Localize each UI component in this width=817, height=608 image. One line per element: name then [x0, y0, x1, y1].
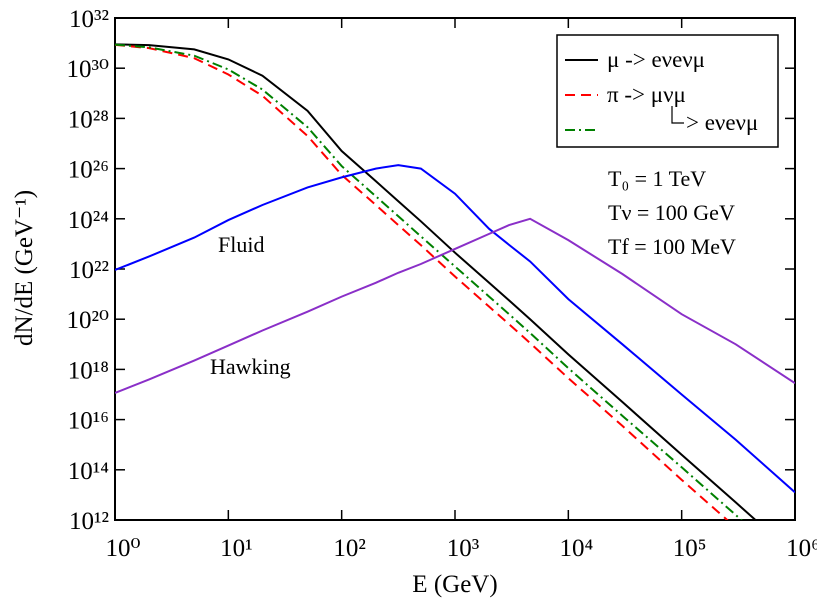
x-tick-label: 10²	[333, 535, 366, 562]
annotation: T₀ = 1 TeV	[608, 166, 706, 191]
x-tick-label: 10⁶	[786, 535, 817, 562]
y-tick-label: 10¹²	[69, 508, 109, 535]
legend-box	[556, 34, 779, 148]
legend-label: π -> μνμ	[607, 82, 686, 107]
series-line	[115, 217, 795, 394]
y-axis-label: dN/dE (GeV⁻¹)	[11, 190, 38, 346]
y-tick-label: 10¹⁸	[68, 357, 109, 384]
series-line	[115, 43, 743, 520]
y-tick-label: 10²⁰	[66, 307, 109, 334]
legend-label: μ -> eνeνμ	[607, 47, 705, 72]
x-tick-label: 10⁰	[105, 535, 140, 562]
series-line	[115, 43, 757, 520]
curve-label: Fluid	[218, 232, 264, 257]
legend-label: > eνeνμ	[686, 110, 758, 135]
y-tick-label: 10²²	[69, 257, 109, 284]
y-tick-label: 10²⁴	[68, 207, 109, 234]
series-line	[115, 43, 729, 520]
x-tick-label: 10⁴	[559, 535, 593, 562]
y-tick-label: 10²⁸	[68, 106, 109, 133]
curve-label: Hawking	[210, 354, 291, 379]
y-tick-label: 10¹⁴	[68, 458, 109, 485]
legend-arrow	[671, 106, 684, 124]
annotations: T₀ = 1 TeV Tν = 100 GeV Tf = 100 MeV	[608, 166, 736, 259]
x-tick-label: 10³	[447, 535, 480, 562]
series-line	[115, 164, 795, 494]
x-tick-label: 10¹	[220, 535, 253, 562]
y-tick-label: 10²⁶	[68, 157, 109, 184]
y-tick-label: 10³²	[69, 6, 109, 33]
y-tick-label: 10³⁰	[66, 56, 109, 83]
x-tick-label: 10⁵	[673, 535, 707, 562]
x-axis-label: E (GeV)	[412, 571, 497, 598]
annotation: Tf = 100 MeV	[608, 234, 736, 259]
y-tick-label: 10¹⁶	[68, 408, 109, 435]
annotation: Tν = 100 GeV	[608, 200, 735, 225]
